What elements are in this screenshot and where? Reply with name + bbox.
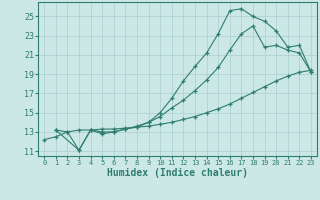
X-axis label: Humidex (Indice chaleur): Humidex (Indice chaleur): [107, 168, 248, 178]
